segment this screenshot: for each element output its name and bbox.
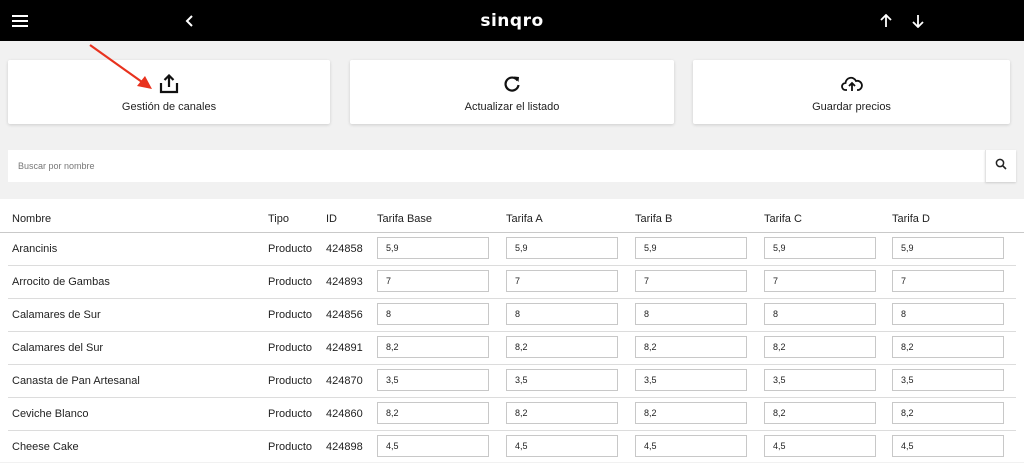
tarifa-a-input[interactable] (506, 303, 618, 325)
cloud-upload-icon (840, 73, 863, 95)
product-id: 424870 (326, 374, 363, 387)
product-type: Producto (268, 407, 313, 420)
product-id: 424860 (326, 407, 363, 420)
tarifa-base-input[interactable] (377, 402, 489, 424)
save-prices-label: Guardar precios (812, 101, 891, 113)
tarifa-a-input[interactable] (506, 402, 618, 424)
table-row: Cheese Cake Producto 424898 (8, 430, 1016, 463)
tarifa-c-input[interactable] (764, 237, 876, 259)
tarifa-a-input[interactable] (506, 336, 618, 358)
tarifa-b-input[interactable] (635, 303, 747, 325)
tarifa-a-input[interactable] (506, 435, 618, 457)
product-id: 424898 (326, 440, 363, 453)
arrow-down-icon[interactable] (906, 0, 930, 41)
table-row: Arancinis Producto 424858 (8, 232, 1016, 266)
tarifa-c-input[interactable] (764, 303, 876, 325)
table-row: Canasta de Pan Artesanal Producto 424870 (8, 364, 1016, 398)
product-name: Canasta de Pan Artesanal (12, 374, 140, 387)
share-upload-icon (159, 73, 179, 95)
tarifa-base-input[interactable] (377, 336, 489, 358)
table-header: Nombre Tipo ID Tarifa Base Tarifa A Tari… (0, 199, 1024, 233)
manage-channels-button[interactable]: Gestión de canales (8, 60, 330, 124)
refresh-list-label: Actualizar el listado (464, 101, 560, 113)
tarifa-base-input[interactable] (377, 435, 489, 457)
tarifa-d-input[interactable] (892, 369, 1004, 391)
product-id: 424893 (326, 275, 363, 288)
tarifa-b-input[interactable] (635, 237, 747, 259)
product-type: Producto (268, 242, 313, 255)
tarifa-d-input[interactable] (892, 237, 1004, 259)
product-type: Producto (268, 341, 313, 354)
tarifa-b-input[interactable] (635, 369, 747, 391)
table-row: Calamares del Sur Producto 424891 (8, 331, 1016, 365)
search-input[interactable] (8, 150, 986, 182)
product-id: 424858 (326, 242, 363, 255)
hamburger-menu-icon[interactable] (8, 0, 32, 41)
product-id: 424856 (326, 308, 363, 321)
tarifa-b-input[interactable] (635, 336, 747, 358)
tarifa-base-input[interactable] (377, 237, 489, 259)
header-nombre: Nombre (12, 213, 52, 225)
header-tarifa-c: Tarifa C (764, 213, 802, 225)
tarifa-d-input[interactable] (892, 402, 1004, 424)
tarifa-base-input[interactable] (377, 303, 489, 325)
brand-logo: sinqro (480, 10, 544, 31)
header-tarifa-b: Tarifa B (635, 213, 673, 225)
search-bar (8, 150, 1016, 182)
save-prices-button[interactable]: Guardar precios (693, 60, 1010, 124)
tarifa-c-input[interactable] (764, 402, 876, 424)
header-id: ID (326, 213, 337, 225)
product-name: Calamares de Sur (12, 308, 101, 321)
table-row: Ceviche Blanco Producto 424860 (8, 397, 1016, 431)
tarifa-c-input[interactable] (764, 435, 876, 457)
product-id: 424891 (326, 341, 363, 354)
tarifa-a-input[interactable] (506, 237, 618, 259)
tarifa-base-input[interactable] (377, 369, 489, 391)
product-name: Arancinis (12, 242, 58, 255)
product-type: Producto (268, 308, 313, 321)
product-type: Producto (268, 374, 313, 387)
product-name: Calamares del Sur (12, 341, 104, 354)
header-tipo: Tipo (268, 213, 289, 225)
tarifa-a-input[interactable] (506, 369, 618, 391)
product-name: Cheese Cake (12, 440, 79, 453)
tarifa-c-input[interactable] (764, 369, 876, 391)
top-bar: sinqro (0, 0, 1024, 41)
manage-channels-label: Gestión de canales (121, 101, 217, 113)
search-button[interactable] (985, 150, 1016, 182)
tarifa-base-input[interactable] (377, 270, 489, 292)
product-name: Ceviche Blanco (12, 407, 89, 420)
chevron-left-icon[interactable] (178, 0, 202, 41)
tarifa-c-input[interactable] (764, 336, 876, 358)
tarifa-b-input[interactable] (635, 435, 747, 457)
refresh-icon (503, 73, 521, 95)
tarifa-c-input[interactable] (764, 270, 876, 292)
header-tarifa-base: Tarifa Base (377, 213, 433, 225)
product-type: Producto (268, 275, 313, 288)
tarifa-d-input[interactable] (892, 435, 1004, 457)
header-tarifa-d: Tarifa D (892, 213, 930, 225)
table-row: Calamares de Sur Producto 424856 (8, 298, 1016, 332)
product-type: Producto (268, 440, 313, 453)
tarifa-d-input[interactable] (892, 270, 1004, 292)
arrow-up-icon[interactable] (874, 0, 898, 41)
price-table: Nombre Tipo ID Tarifa Base Tarifa A Tari… (0, 199, 1024, 462)
tarifa-b-input[interactable] (635, 270, 747, 292)
product-name: Arrocito de Gambas (12, 275, 110, 288)
header-tarifa-a: Tarifa A (506, 213, 543, 225)
table-row: Arrocito de Gambas Producto 424893 (8, 265, 1016, 299)
tarifa-d-input[interactable] (892, 303, 1004, 325)
tarifa-b-input[interactable] (635, 402, 747, 424)
refresh-list-button[interactable]: Actualizar el listado (350, 60, 674, 124)
search-icon (995, 157, 1007, 175)
tarifa-a-input[interactable] (506, 270, 618, 292)
tarifa-d-input[interactable] (892, 336, 1004, 358)
